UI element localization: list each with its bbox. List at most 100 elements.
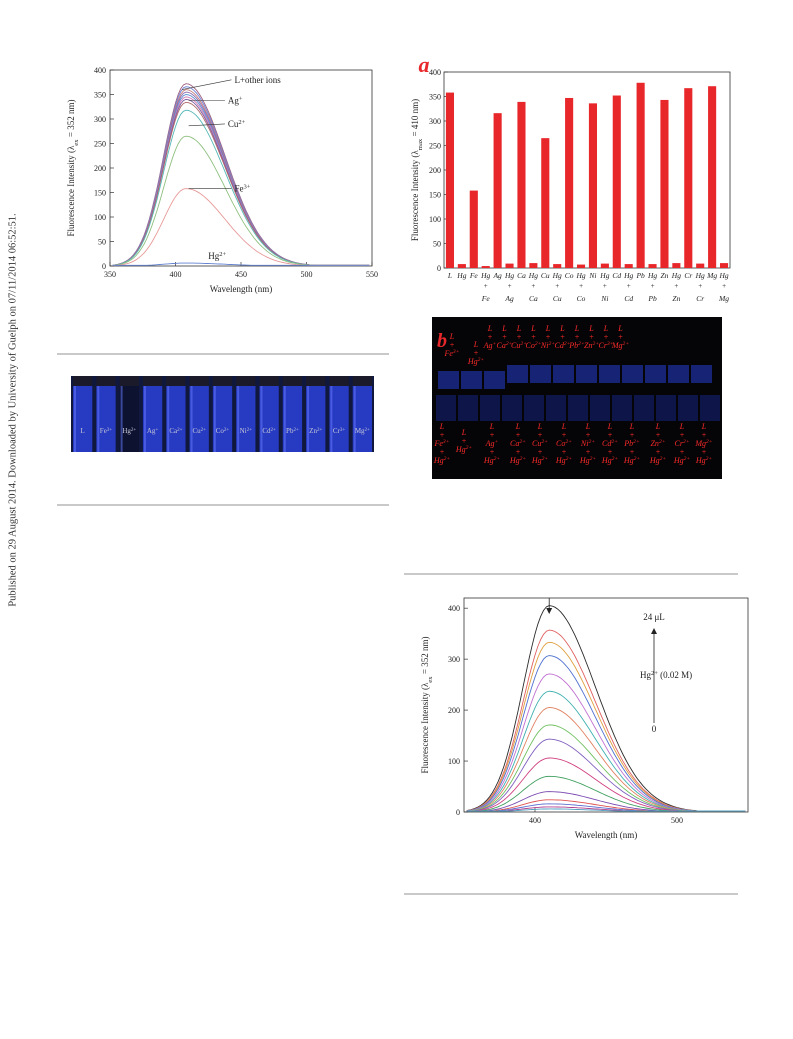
strip-top: [438, 371, 459, 389]
strip-label-bottom: Cd2+: [602, 439, 618, 448]
x-ion-label: Co: [577, 294, 586, 303]
strip-label-top: L: [501, 324, 507, 333]
vial-cap: [166, 376, 186, 386]
vial: Zn2+: [306, 376, 326, 452]
strip-label-bottom: +: [679, 431, 684, 440]
annotation-leader: [188, 123, 225, 127]
strip-label-top: L: [574, 324, 580, 333]
strip-label-bottom: Hg2+: [483, 456, 501, 465]
strip-label-bottom: Hg2+: [623, 456, 641, 465]
x-category-label: Ag: [492, 271, 502, 280]
plus-sign: +: [651, 282, 655, 290]
strip-label-bottom: +: [655, 448, 660, 457]
vial-highlight: [283, 386, 286, 452]
strip-label-top: Zn2+: [584, 341, 599, 350]
strip-label-top: +: [545, 333, 550, 342]
divider-right-mid: [404, 573, 738, 575]
strip-label-top: +: [574, 333, 579, 342]
strip-bottom: [480, 395, 500, 421]
x-tick-label: 350: [104, 270, 116, 279]
vial-cap: [259, 376, 279, 386]
y-tick-label: 50: [433, 240, 441, 249]
bar: [660, 99, 669, 269]
x-tick-label: 550: [366, 270, 378, 279]
bar: [565, 97, 574, 268]
strip-label-bottom: +: [655, 431, 660, 440]
plus-sign: +: [722, 282, 726, 290]
x-ion-label: Fe: [481, 294, 491, 303]
strip-label-top: Ca2+: [497, 341, 513, 350]
y-tick-label: 150: [94, 189, 106, 198]
vial-label: Cr3+: [333, 427, 346, 435]
vial-body: [119, 386, 139, 452]
bar: [481, 266, 490, 268]
vial: Fe3+: [96, 376, 116, 452]
strip-label-bottom: L: [537, 422, 543, 431]
strip-top: [507, 365, 528, 383]
strip-label-top: +: [516, 333, 521, 342]
strip-bottom: [612, 395, 632, 421]
x-category-label: Hg: [480, 271, 490, 280]
strip-label-bottom: L: [585, 422, 591, 431]
vial-label: Co2+: [216, 427, 230, 435]
bar: [708, 86, 717, 269]
vial-label: Cd2+: [262, 427, 276, 435]
spectrum-line: [112, 86, 370, 266]
bar: [529, 263, 538, 268]
strip-label-bottom: Ca2+: [510, 439, 526, 448]
strip-bottom: [700, 395, 720, 421]
x-category-label: Hg: [599, 271, 609, 280]
plus-sign: +: [603, 282, 607, 290]
strip-label-bottom: +: [607, 431, 612, 440]
x-category-label: Hg: [695, 271, 705, 280]
vial-label: Ag+: [147, 427, 159, 435]
x-category-label: Cr: [684, 271, 692, 280]
strip-label-top: Fe3+: [443, 349, 459, 358]
vial-body: [73, 386, 93, 452]
bar: [469, 190, 478, 268]
y-tick-label: 0: [437, 264, 441, 273]
strip-label-bottom: Hg2+: [433, 456, 451, 465]
strip-label-bottom: +: [515, 431, 520, 440]
strip-label-top: Co2+: [526, 341, 542, 350]
test-strip-illustration: L+Fe3+L+Hg2+L+Ag+L+Ca2+L+Cu2+L+Co2+L+Ni2…: [433, 324, 720, 465]
y-axis-label: Fluorescence Intensity (λex = 352 nm): [420, 636, 434, 773]
strip-top: [576, 365, 597, 383]
x-ion-label: Cd: [624, 294, 633, 303]
vial-highlight: [97, 386, 100, 452]
vial: Cd2+: [259, 376, 279, 452]
vial-body: [329, 386, 349, 452]
y-tick-label: 200: [448, 706, 460, 715]
titration-line: [466, 808, 746, 812]
strip-label-bottom: Fe3+: [433, 439, 449, 448]
strip-top: [622, 365, 643, 383]
strip-label-bottom: +: [461, 437, 466, 446]
vial-body: [212, 386, 233, 452]
strip-label-bottom: L: [701, 422, 707, 431]
x-category-label: L: [447, 271, 452, 280]
strip-label-bottom: L: [439, 422, 445, 431]
annotation-label: Ag+: [228, 95, 243, 106]
y-tick-label: 50: [98, 238, 106, 247]
x-category-label: Cu: [541, 271, 550, 280]
plus-sign: +: [484, 282, 488, 290]
x-ion-label: Zn: [672, 294, 680, 303]
annotation-label: Fe3+: [234, 183, 250, 194]
strip-label-bottom: Hg2+: [673, 456, 691, 465]
strip-label-bottom: Ag+: [485, 439, 499, 448]
x-category-label: Fe: [469, 271, 479, 280]
y-tick-label: 200: [94, 164, 106, 173]
strip-bottom: [568, 395, 588, 421]
bar: [612, 95, 621, 268]
strip-label-bottom: L: [679, 422, 685, 431]
bar: [457, 264, 466, 268]
strip-bottom: [678, 395, 698, 421]
annotation-label: L+other ions: [234, 75, 281, 85]
x-ion-label: Ni: [600, 294, 608, 303]
titration-spectra-chart: 0 100 200 300 400 400 500 Wavelength (nm) Fluore…: [420, 597, 749, 840]
strip-top: [691, 365, 712, 383]
strip-label-top: L: [545, 324, 551, 333]
strip-label-top: +: [449, 341, 454, 350]
strip-bottom: [502, 395, 522, 421]
strip-label-top: +: [502, 333, 507, 342]
